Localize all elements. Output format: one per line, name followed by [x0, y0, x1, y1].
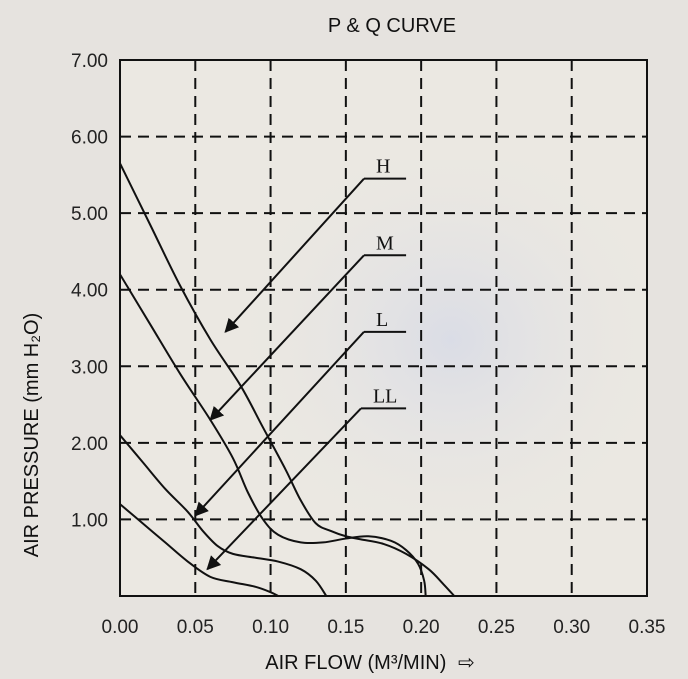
curve-label-l: L — [376, 309, 388, 331]
y-tick-label: 6.00 — [71, 128, 108, 149]
grid-lines — [120, 60, 647, 596]
y-tick-label: 2.00 — [71, 434, 108, 455]
y-tick-label: 3.00 — [71, 357, 108, 378]
leader-arrow-m — [209, 254, 365, 421]
right-arrow-icon: ⇨ — [458, 652, 475, 674]
x-axis-label: AIR FLOW (M³/MIN) ⇨ — [265, 652, 474, 674]
x-tick-label: 0.05 — [177, 617, 214, 638]
series-line-ll — [119, 503, 279, 597]
series-line-h — [119, 162, 456, 597]
curve-label-h: H — [376, 156, 390, 178]
watermark-shape — [220, 160, 640, 560]
leader-arrow-h — [224, 178, 365, 333]
x-tick-label: 0.35 — [629, 617, 666, 638]
x-tick-label: 0.10 — [252, 617, 289, 638]
y-tick-label: 7.00 — [71, 51, 108, 72]
y-axis-label: AIR PRESSURE (mm H₂O) — [21, 313, 43, 557]
y-tick-label: 1.00 — [71, 510, 108, 531]
x-tick-label: 0.00 — [102, 617, 139, 638]
tick-labels: 0.00 0.05 0.10 0.15 0.20 0.25 0.30 0.35 1.00 2.00… — [71, 51, 665, 638]
x-axis-label-text: AIR FLOW (M³/MIN) — [265, 652, 446, 674]
curve-label-ll: LL — [373, 385, 397, 407]
y-tick-label: 4.00 — [71, 281, 108, 302]
curve-label-m: M — [376, 232, 394, 254]
leader-arrow-ll — [206, 407, 362, 571]
y-tick-label: 5.00 — [71, 204, 108, 225]
leader-arrow-l — [194, 331, 365, 517]
x-tick-label: 0.15 — [327, 617, 364, 638]
chart-title: P & Q CURVE — [328, 15, 456, 37]
x-tick-label: 0.20 — [403, 617, 440, 638]
x-tick-label: 0.25 — [478, 617, 515, 638]
x-tick-label: 0.30 — [553, 617, 590, 638]
series-line-m — [119, 273, 427, 597]
